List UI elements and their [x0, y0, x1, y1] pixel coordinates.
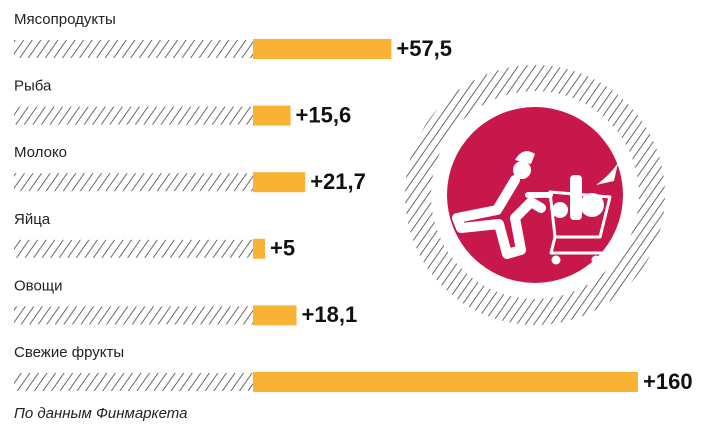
- category-label: Мясопродукты: [14, 11, 116, 28]
- category-label: Овощи: [14, 277, 63, 294]
- category-label: Рыба: [14, 78, 52, 95]
- hatch-strip: [14, 239, 253, 258]
- hatch-strip: [14, 306, 253, 325]
- category-label: Свежие фрукты: [14, 344, 124, 361]
- value-label: +57,5: [396, 36, 452, 61]
- value-label: +15,6: [296, 102, 352, 127]
- hatch-strip: [14, 106, 253, 125]
- bar: [253, 39, 392, 59]
- source-note: По данным Финмаркета: [14, 405, 187, 422]
- value-label: +5: [270, 236, 295, 261]
- bar: [253, 305, 297, 326]
- category-label: Яйца: [14, 211, 51, 228]
- bar: [253, 172, 306, 193]
- value-label: +21,7: [310, 169, 366, 194]
- category-label: Молоко: [14, 144, 67, 161]
- bar: [253, 372, 638, 392]
- bar: [253, 105, 291, 126]
- hatch-strip: [14, 173, 253, 192]
- value-label: +160: [643, 369, 693, 394]
- hatch-strip: [14, 40, 253, 58]
- value-label: +18,1: [302, 302, 358, 327]
- illustration: [405, 65, 665, 325]
- bar: [253, 238, 266, 259]
- hatch-strip: [14, 373, 253, 391]
